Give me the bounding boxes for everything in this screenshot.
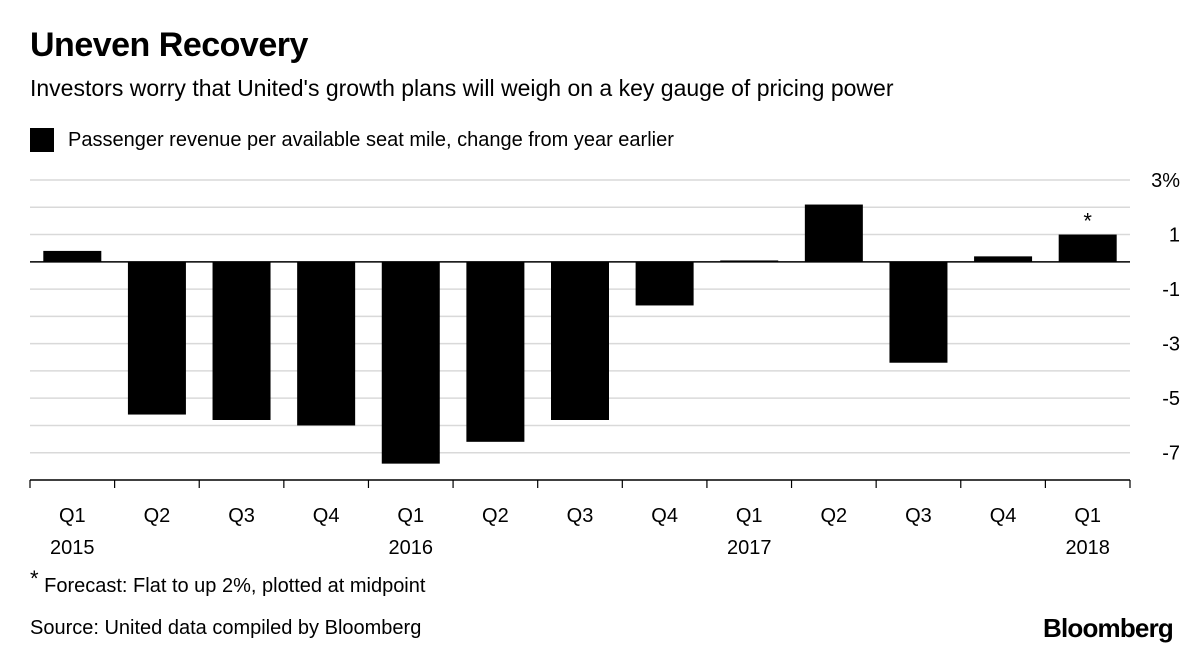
bar-q1-12: [1058, 234, 1117, 262]
y-tick-label: -3: [1162, 334, 1180, 356]
x-year-label: 2017: [727, 537, 772, 559]
x-tick-label: Q3: [567, 505, 594, 527]
bar-q1-4: [381, 261, 440, 464]
bar-q1-0: [43, 250, 102, 262]
x-tick-label: Q4: [990, 505, 1017, 527]
bar-q3-10: [889, 261, 948, 363]
y-tick-label: -1: [1162, 279, 1180, 301]
bar-q4-11: [974, 256, 1033, 262]
footnote-text: Forecast: Flat to up 2%, plotted at midp…: [44, 575, 426, 597]
x-tick-label: Q1: [397, 505, 424, 527]
x-year-label: 2018: [1065, 537, 1110, 559]
footnote: * Forecast: Flat to up 2%, plotted at mi…: [30, 566, 426, 598]
x-tick-label: Q4: [313, 505, 340, 527]
bar-q4-7: [635, 261, 694, 306]
chart-subtitle: Investors worry that United's growth pla…: [30, 75, 894, 101]
x-tick-label: Q1: [736, 505, 763, 527]
x-tick-label: Q3: [905, 505, 932, 527]
x-tick-label: Q2: [482, 505, 509, 527]
chart-title: Uneven Recovery: [30, 26, 308, 64]
bar-q2-9: [804, 204, 863, 262]
x-tick-label: Q2: [821, 505, 848, 527]
y-tick-label: 3%: [1151, 170, 1180, 192]
x-tick-label: Q2: [144, 505, 171, 527]
bar-q2-5: [466, 261, 525, 442]
bar-q3-6: [551, 261, 609, 420]
x-tick-label: Q3: [228, 505, 255, 527]
bars: [43, 204, 1117, 464]
source-note: Source: United data compiled by Bloomber…: [30, 617, 422, 639]
tick-labels: Q1 2015 Q2 Q3 Q4 Q1 2016 Q2 Q3 Q4 Q1 2017 Q2 Q3 Q4 Q1 20…: [50, 170, 1180, 559]
bar-q3-2: [212, 261, 271, 420]
y-tick-label: 1: [1169, 225, 1180, 247]
legend: Passenger revenue per available seat mil…: [30, 128, 674, 152]
y-tick-label: -5: [1162, 388, 1180, 410]
x-year-label: 2016: [389, 537, 434, 559]
x-tick-label: Q1: [1074, 505, 1101, 527]
brand-logo: Bloomberg: [1042, 613, 1174, 643]
bar-q4-3: [297, 261, 356, 426]
x-tick-label: Q4: [651, 505, 678, 527]
y-tick-label: -7: [1162, 443, 1180, 465]
x-tick-label: Q1: [59, 505, 86, 527]
axes: [29, 261, 1131, 488]
forecast-asterisk: *: [1083, 209, 1092, 234]
footnote-mark: *: [30, 566, 39, 591]
legend-label: Passenger revenue per available seat mil…: [68, 128, 674, 151]
x-year-label: 2015: [50, 537, 95, 559]
bar-q2-1: [127, 261, 186, 415]
legend-swatch: [30, 128, 54, 152]
